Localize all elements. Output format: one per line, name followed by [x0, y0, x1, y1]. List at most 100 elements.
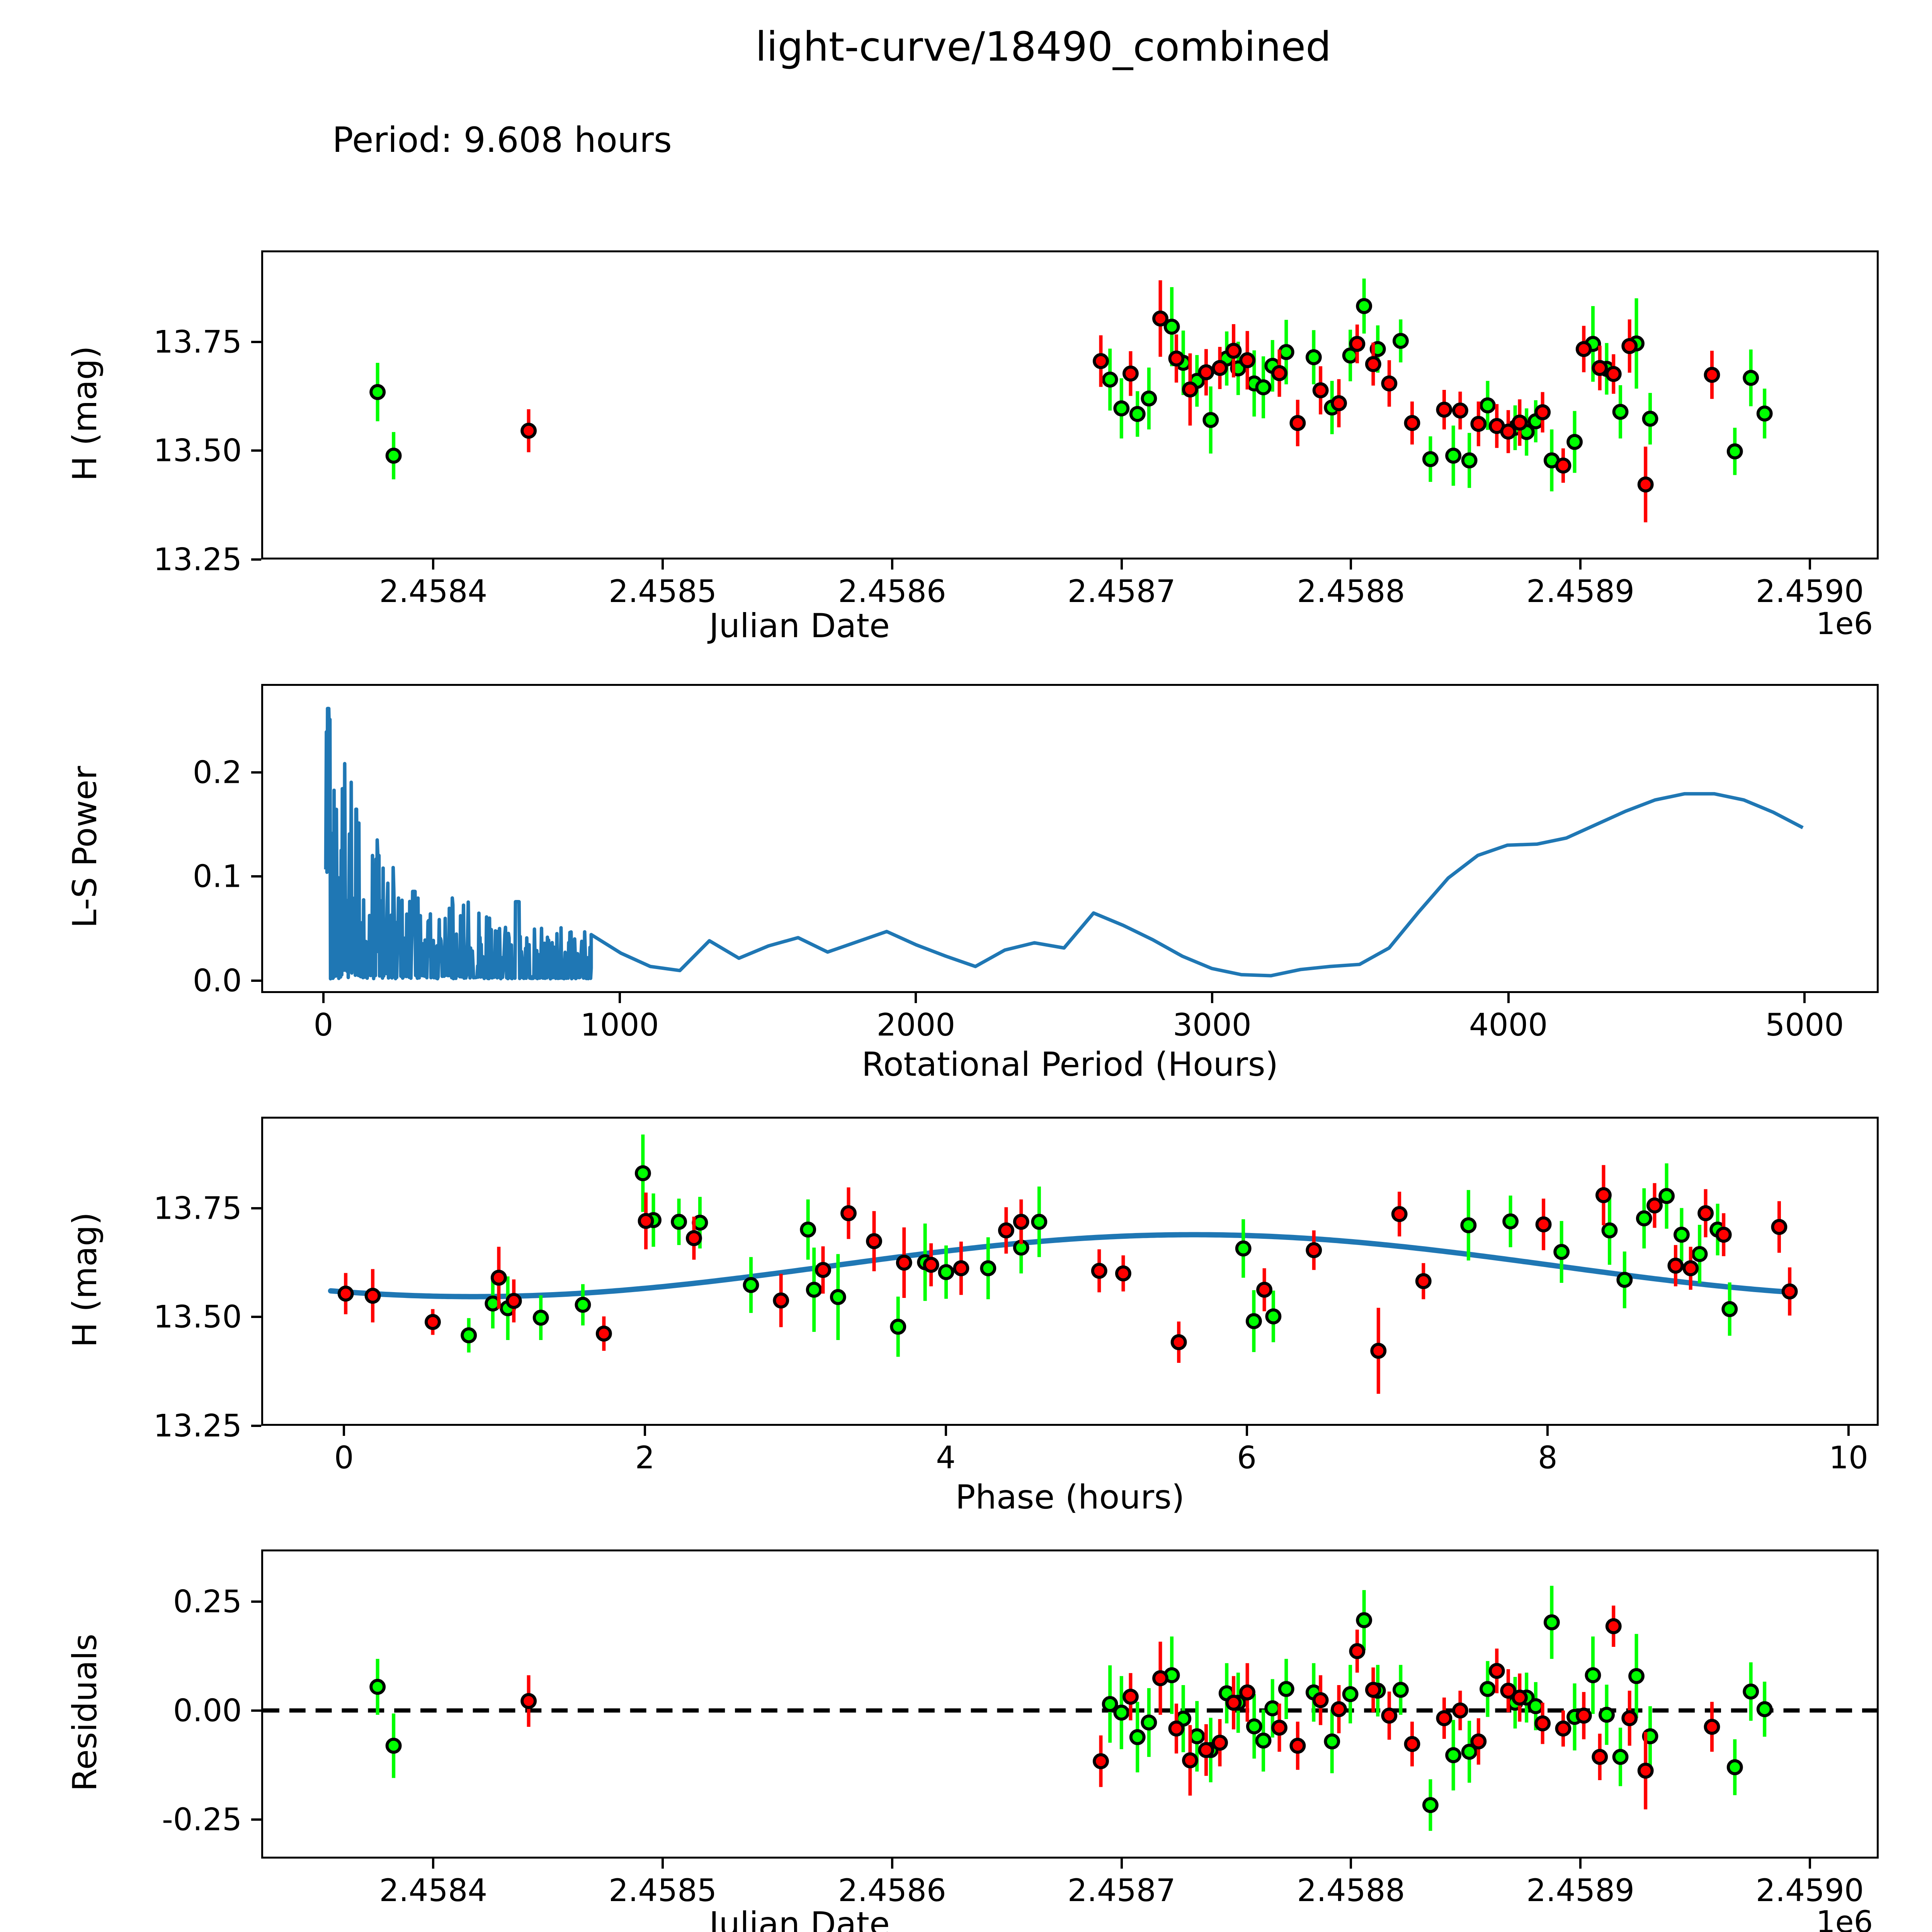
data-point	[337, 1286, 354, 1302]
data-point	[1225, 1694, 1242, 1711]
y-tick-label: 13.75	[153, 324, 242, 360]
data-point	[1691, 1246, 1708, 1262]
period-annotation: Period: 9.608 hours	[332, 120, 672, 160]
data-point	[1225, 343, 1242, 359]
x-tick-label: 2000	[876, 1007, 956, 1043]
data-point	[1726, 1759, 1743, 1776]
data-point	[575, 1297, 591, 1313]
data-point	[1198, 364, 1214, 381]
data-point	[1256, 1282, 1273, 1298]
data-point	[1673, 1226, 1690, 1243]
data-point	[1436, 401, 1452, 418]
data-point	[1356, 298, 1372, 314]
data-point	[815, 1262, 831, 1278]
data-point	[1470, 1733, 1487, 1750]
data-point	[1511, 1689, 1528, 1706]
data-point	[1461, 1743, 1478, 1760]
data-point	[1585, 1667, 1601, 1684]
data-point	[1756, 405, 1773, 422]
data-point	[1480, 397, 1496, 413]
panel-residuals	[261, 1549, 1879, 1859]
data-point	[1621, 1710, 1638, 1726]
sinusoid-fit-line	[328, 1232, 1797, 1299]
x-tick-mark	[432, 560, 435, 570]
data-point	[1511, 414, 1528, 431]
data-point	[1599, 1707, 1615, 1723]
data-point	[1212, 360, 1228, 376]
x-tick-label: 2.4586	[838, 1872, 946, 1908]
axis-label-julian-date-2: Julian Date	[709, 1905, 890, 1932]
y-tick-mark	[251, 340, 261, 343]
data-point	[1646, 1197, 1663, 1214]
y-tick-label: 13.50	[153, 432, 242, 469]
series-green-band	[369, 1586, 1773, 1831]
data-point	[1452, 402, 1468, 419]
y-tick-label: -0.25	[162, 1801, 242, 1838]
axis-label-rotational-period: Rotational Period (Hours)	[861, 1045, 1279, 1084]
x-tick-mark	[1803, 993, 1806, 1003]
data-point	[1312, 1692, 1329, 1708]
figure-title: light-curve/18490_combined	[755, 23, 1332, 70]
x-tick-label: 2.4587	[1067, 573, 1176, 609]
data-point	[1305, 349, 1322, 366]
y-tick-label: 13.25	[153, 541, 242, 578]
data-point	[505, 1293, 522, 1309]
data-point	[1461, 452, 1478, 469]
data-point	[1163, 318, 1180, 335]
x-tick-label: 10	[1829, 1440, 1869, 1476]
panel-lomb-scargle-periodogram	[261, 684, 1879, 993]
data-point	[980, 1260, 997, 1276]
data-point	[425, 1314, 441, 1330]
axis-exponent-2: 1e6	[1816, 1905, 1873, 1932]
x-tick-mark	[1808, 560, 1811, 570]
panel-phase-folded-lightcurve	[261, 1117, 1879, 1426]
data-point	[1534, 1715, 1551, 1731]
series-red-band	[520, 1605, 1720, 1810]
x-tick-mark	[1245, 1426, 1248, 1436]
x-tick-mark	[343, 1426, 345, 1436]
data-point	[638, 1213, 654, 1229]
data-point	[1422, 451, 1439, 467]
data-point	[1264, 1700, 1281, 1716]
y-tick-label: 0.0	[192, 963, 242, 999]
data-point	[1575, 341, 1592, 357]
series-red-band	[520, 280, 1720, 522]
x-tick-label: 4	[936, 1440, 956, 1476]
data-point	[1415, 1273, 1432, 1289]
data-point	[1093, 1753, 1109, 1769]
x-tick-label: 2.4588	[1297, 573, 1405, 609]
data-point	[1553, 1244, 1570, 1260]
y-tick-label: 0.00	[173, 1692, 242, 1729]
data-point	[743, 1277, 759, 1293]
data-point	[1255, 1732, 1272, 1749]
data-point	[1365, 356, 1381, 372]
data-point	[1575, 1708, 1592, 1724]
data-point	[1445, 1747, 1462, 1764]
data-point	[938, 1264, 954, 1280]
data-point	[1245, 1313, 1262, 1329]
data-point	[1102, 1696, 1118, 1712]
x-tick-mark	[1350, 1859, 1352, 1869]
data-point	[1534, 404, 1551, 420]
x-tick-mark	[1211, 993, 1213, 1003]
data-point	[1091, 1263, 1107, 1279]
x-tick-mark	[1808, 1859, 1811, 1869]
data-point	[1404, 415, 1420, 431]
data-point	[1502, 1213, 1519, 1230]
data-point	[369, 384, 386, 400]
y-tick-mark	[251, 1818, 261, 1821]
data-point	[1306, 1242, 1322, 1259]
data-point	[1605, 1618, 1622, 1634]
data-point	[1271, 365, 1287, 381]
data-point	[1488, 1663, 1505, 1679]
data-point	[1349, 336, 1366, 352]
data-point	[1278, 1681, 1294, 1697]
data-point	[1198, 1742, 1214, 1758]
data-point	[1129, 406, 1146, 422]
data-point	[1682, 1260, 1699, 1276]
data-point	[1239, 352, 1256, 369]
data-point	[1404, 1736, 1420, 1752]
data-point	[1113, 1704, 1130, 1721]
x-tick-label: 0	[334, 1440, 354, 1476]
